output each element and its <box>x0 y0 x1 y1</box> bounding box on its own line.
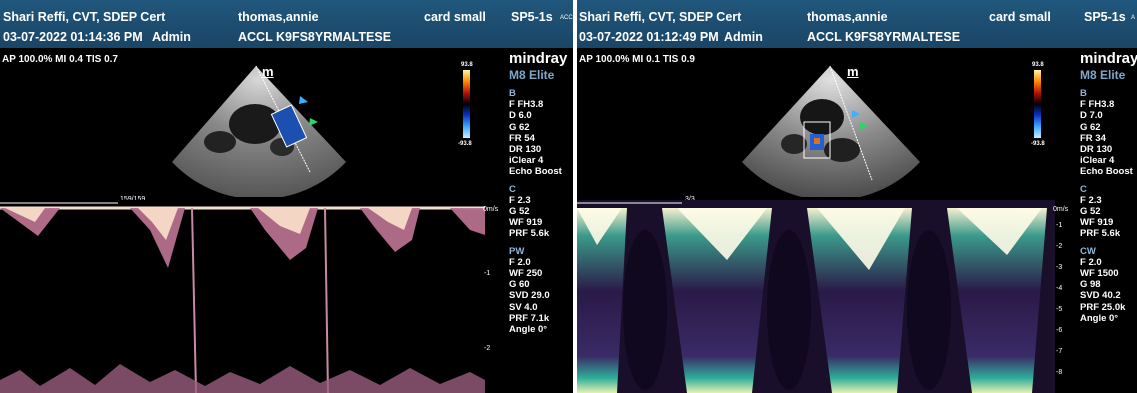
pw-doppler-spectrum <box>0 200 485 393</box>
imaging-parameters-panel: B F FH3.8 D 7.0 G 62 FR 34 DR 130 iClear… <box>1080 88 1133 324</box>
param-line: F FH3.8 <box>509 99 544 111</box>
device-model: M8 Elite <box>509 68 555 82</box>
velocity-scale-tick: -4 <box>1056 285 1063 292</box>
param-line: PRF 5.6k <box>1080 228 1121 240</box>
b-mode-sector-image <box>742 65 920 197</box>
preset-name: card small <box>424 10 486 24</box>
b-mode-sector-image <box>172 65 346 197</box>
param-line: SVD 40.2 <box>1080 290 1121 302</box>
acc-label: ACC <box>560 15 573 21</box>
colorbar-min-label: -93.8 <box>1031 141 1045 147</box>
velocity-scale-tick: -3 <box>1056 264 1063 271</box>
param-line: iClear 4 <box>1080 155 1115 167</box>
device-model: M8 Elite <box>1080 68 1126 82</box>
b-mode-section-label: B <box>509 88 516 99</box>
param-line: Angle 0° <box>1080 312 1119 324</box>
user-name: Admin <box>152 30 191 44</box>
colorbar-max-label: 93.8 <box>1032 62 1044 68</box>
param-line: DR 130 <box>1080 144 1113 156</box>
accession-number: ACCL K9FS8YRMALTESE <box>238 30 392 44</box>
imaging-parameters-panel: B F FH3.8 D 6.0 G 62 FR 54 DR 130 iClear… <box>509 88 562 335</box>
param-line: FR 34 <box>1080 132 1106 144</box>
user-name: Admin <box>724 30 763 44</box>
param-line: PRF 5.6k <box>509 228 550 240</box>
doppler-section-label: PW <box>509 245 525 257</box>
param-line: G 52 <box>509 206 530 218</box>
operator-name: Shari Reffi, CVT, SDEP Cert <box>579 10 742 24</box>
exam-datetime: 03-07-2022 01:14:36 PM <box>3 30 143 44</box>
sweep-counter: 3/3 <box>685 196 695 203</box>
param-line: G 52 <box>1080 206 1101 218</box>
probe-orientation-marker: m <box>847 64 859 79</box>
probe-name: SP5-1s <box>511 10 553 24</box>
velocity-scale-tick: -1 <box>1056 222 1063 229</box>
velocity-unit-label: 0m/s <box>483 206 499 213</box>
param-line: DR 130 <box>509 144 542 156</box>
left-header-bar: Shari Reffi, CVT, SDEP Cert thomas,annie… <box>0 0 573 48</box>
velocity-scale-tick: -7 <box>1056 348 1063 355</box>
sweep-counter: 159/159 <box>120 196 146 203</box>
param-line: WF 1500 <box>1080 268 1119 280</box>
param-line: SVD 29.0 <box>509 290 550 302</box>
acoustic-power-readout: AP 100.0% MI 0.1 TIS 0.9 <box>579 54 695 65</box>
param-line: G 62 <box>509 121 530 133</box>
param-line: Echo Boost <box>509 166 562 178</box>
velocity-scale-tick: -2 <box>484 345 491 352</box>
color-section-label: C <box>1080 183 1087 195</box>
param-line: F 2.0 <box>509 256 531 268</box>
param-line: G 62 <box>1080 121 1101 133</box>
b-mode-section-label: B <box>1080 88 1087 99</box>
doppler-section-label: CW <box>1080 245 1096 257</box>
param-line: D 6.0 <box>509 110 532 122</box>
colorbar-max-label: 93.8 <box>461 62 473 68</box>
colorbar-min-label: -93.8 <box>458 141 472 147</box>
param-line: F 2.3 <box>509 194 531 206</box>
right-ultrasound-panel: Shari Reffi, CVT, SDEP Cert thomas,annie… <box>577 0 1137 393</box>
accession-number: ACCL K9FS8YRMALTESE <box>807 30 961 44</box>
param-line: WF 919 <box>509 217 543 229</box>
brand-logo: mindray <box>1080 50 1137 67</box>
exam-datetime: 03-07-2022 01:12:49 PM <box>579 30 719 44</box>
param-line: WF 919 <box>1080 217 1114 229</box>
acc-label: A <box>1131 15 1136 21</box>
velocity-scale-tick: -1 <box>484 270 491 277</box>
cw-doppler-spectrum <box>577 200 1055 393</box>
operator-name: Shari Reffi, CVT, SDEP Cert <box>3 10 166 24</box>
color-velocity-scale-bar <box>463 70 470 138</box>
param-line: G 60 <box>509 279 530 291</box>
left-ultrasound-panel: Shari Reffi, CVT, SDEP Cert thomas,annie… <box>0 0 573 393</box>
param-line: D 7.0 <box>1080 110 1103 122</box>
param-line: FR 54 <box>509 132 535 144</box>
param-line: G 98 <box>1080 279 1101 291</box>
right-header-bar: Shari Reffi, CVT, SDEP Cert thomas,annie… <box>577 0 1137 48</box>
color-velocity-scale-bar <box>1034 70 1041 138</box>
param-line: WF 250 <box>509 268 543 280</box>
probe-orientation-marker: m <box>262 64 274 79</box>
param-line: F FH3.8 <box>1080 99 1115 111</box>
probe-name: SP5-1s <box>1084 10 1126 24</box>
param-line: F 2.3 <box>1080 194 1102 206</box>
velocity-scale-tick: -6 <box>1056 327 1063 334</box>
param-line: Angle 0° <box>509 324 548 336</box>
param-line: SV 4.0 <box>509 301 538 313</box>
velocity-unit-label: 0m/s <box>1053 206 1069 213</box>
velocity-scale-tick: -8 <box>1056 369 1063 376</box>
param-line: PRF 7.1k <box>509 312 550 324</box>
preset-name: card small <box>989 10 1051 24</box>
param-line: iClear 4 <box>509 155 544 167</box>
param-line: Echo Boost <box>1080 166 1133 178</box>
velocity-scale-tick: -2 <box>1056 243 1063 250</box>
param-line: PRF 25.0k <box>1080 301 1126 313</box>
patient-name: thomas,annie <box>238 10 319 24</box>
velocity-scale-tick: -5 <box>1056 306 1063 313</box>
param-line: F 2.0 <box>1080 256 1102 268</box>
patient-name: thomas,annie <box>807 10 888 24</box>
acoustic-power-readout: AP 100.0% MI 0.4 TIS 0.7 <box>2 54 118 65</box>
color-section-label: C <box>509 183 516 195</box>
brand-logo: mindray <box>509 50 568 67</box>
